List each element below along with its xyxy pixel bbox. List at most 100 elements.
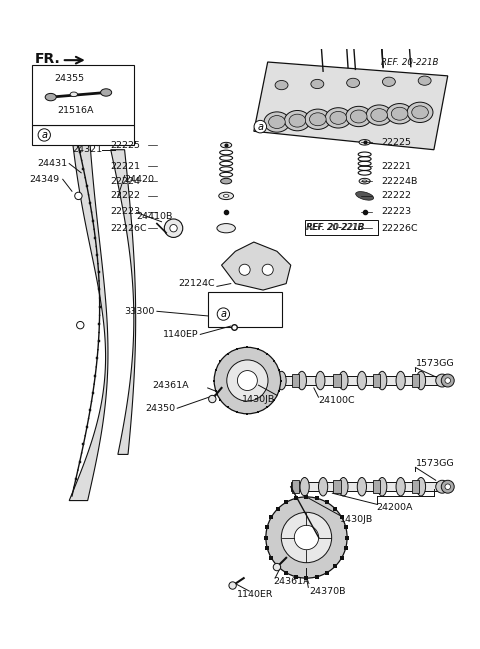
Ellipse shape (277, 371, 286, 390)
Polygon shape (111, 150, 136, 454)
Circle shape (445, 378, 451, 384)
Text: 24410B: 24410B (137, 212, 173, 221)
Bar (208, 292, 282, 327)
Bar (253, 374, 260, 387)
Circle shape (441, 374, 454, 387)
Ellipse shape (362, 180, 367, 182)
Ellipse shape (275, 80, 288, 90)
Ellipse shape (316, 371, 325, 390)
Text: 1573GG: 1573GG (415, 360, 454, 369)
Text: 1140EP: 1140EP (163, 330, 198, 339)
Circle shape (164, 219, 183, 238)
Circle shape (170, 225, 177, 232)
Text: a: a (257, 121, 264, 132)
Ellipse shape (325, 108, 351, 128)
Ellipse shape (330, 112, 347, 125)
Ellipse shape (311, 79, 324, 89)
Bar (292, 480, 299, 493)
Bar (292, 374, 299, 387)
Text: a: a (220, 309, 227, 319)
Ellipse shape (391, 107, 408, 120)
Ellipse shape (289, 114, 306, 127)
Bar (32, 125, 134, 145)
Circle shape (273, 563, 281, 570)
Ellipse shape (436, 374, 449, 387)
Ellipse shape (350, 110, 367, 123)
Ellipse shape (221, 178, 232, 184)
Ellipse shape (45, 93, 56, 101)
Ellipse shape (310, 113, 326, 126)
Circle shape (238, 371, 257, 391)
Text: 22221: 22221 (111, 162, 141, 171)
Ellipse shape (370, 9, 389, 19)
Ellipse shape (347, 79, 360, 88)
Ellipse shape (264, 112, 290, 132)
Ellipse shape (416, 478, 426, 496)
Text: 24370B: 24370B (309, 587, 346, 596)
Ellipse shape (217, 224, 235, 233)
Text: 24200A: 24200A (377, 504, 413, 513)
Ellipse shape (359, 178, 370, 184)
Text: 22226C: 22226C (381, 224, 418, 233)
Text: 1430JB: 1430JB (340, 515, 373, 524)
Circle shape (227, 360, 268, 401)
Ellipse shape (339, 371, 348, 390)
Ellipse shape (258, 371, 268, 390)
Ellipse shape (305, 109, 331, 129)
Text: 24349: 24349 (29, 175, 60, 184)
Circle shape (281, 512, 332, 563)
Bar (333, 374, 341, 387)
Text: 24100C: 24100C (319, 397, 355, 406)
Text: 24321: 24321 (72, 145, 102, 154)
Ellipse shape (101, 89, 112, 96)
Text: 24361A: 24361A (273, 578, 310, 586)
Text: 22222: 22222 (111, 191, 141, 201)
Circle shape (294, 525, 319, 550)
Text: 33300: 33300 (125, 307, 155, 316)
Ellipse shape (356, 191, 373, 200)
Circle shape (75, 192, 82, 200)
Ellipse shape (366, 105, 392, 125)
Text: 24361A: 24361A (152, 381, 189, 389)
Bar (412, 480, 419, 493)
Ellipse shape (300, 478, 309, 496)
Text: 24420: 24420 (125, 175, 155, 184)
Bar (352, 222, 378, 235)
Text: REF. 20-221B: REF. 20-221B (307, 223, 365, 232)
Circle shape (214, 347, 281, 414)
Ellipse shape (359, 140, 370, 145)
Ellipse shape (269, 116, 285, 129)
Ellipse shape (310, 13, 329, 22)
Circle shape (266, 497, 347, 578)
Ellipse shape (70, 92, 77, 97)
Ellipse shape (297, 371, 306, 390)
Text: 21516A: 21516A (57, 106, 94, 116)
Polygon shape (69, 113, 108, 500)
Ellipse shape (219, 192, 234, 200)
Ellipse shape (387, 104, 412, 124)
Ellipse shape (396, 478, 405, 496)
Circle shape (262, 264, 273, 275)
Text: 22223: 22223 (111, 207, 141, 216)
Text: 22225: 22225 (381, 138, 411, 147)
Ellipse shape (357, 478, 367, 496)
Text: 1573GG: 1573GG (415, 459, 454, 468)
Ellipse shape (285, 110, 310, 131)
Circle shape (209, 395, 216, 403)
Ellipse shape (319, 478, 328, 496)
Ellipse shape (339, 478, 348, 496)
Text: 22221: 22221 (381, 162, 411, 171)
Circle shape (239, 264, 250, 275)
Ellipse shape (378, 478, 387, 496)
Text: 1140ER: 1140ER (237, 590, 274, 599)
Bar (373, 480, 380, 493)
Polygon shape (222, 242, 291, 290)
Text: 24350: 24350 (145, 404, 175, 413)
Bar (305, 220, 379, 235)
Ellipse shape (418, 76, 431, 85)
Ellipse shape (383, 77, 396, 86)
Ellipse shape (357, 371, 367, 390)
Circle shape (441, 480, 454, 493)
Ellipse shape (396, 371, 405, 390)
Text: 22124C: 22124C (179, 279, 215, 288)
